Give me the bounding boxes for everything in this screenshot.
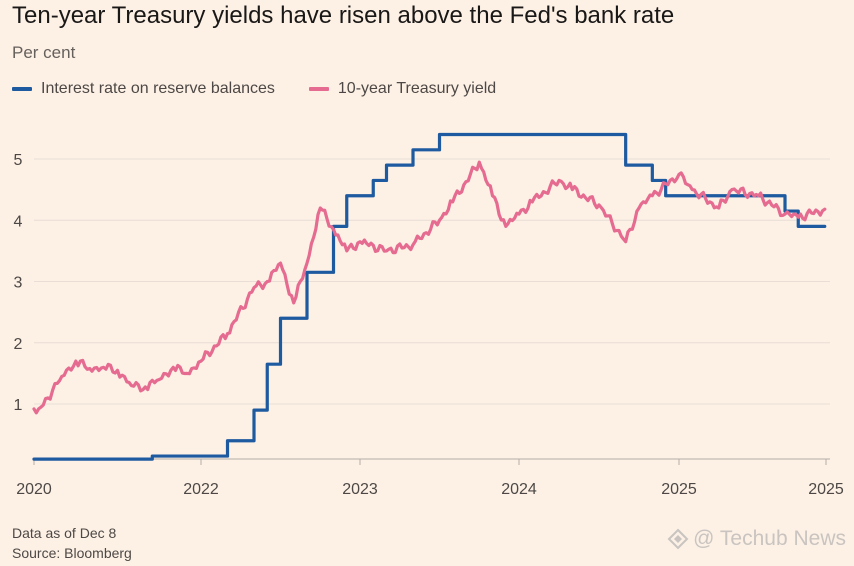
watermark: @ Techub News [667, 527, 846, 551]
legend: Interest rate on reserve balances 10-yea… [12, 80, 530, 98]
y-tick-label-3: 3 [14, 275, 23, 292]
legend-item-treasury-yield: 10-year Treasury yield [308, 80, 497, 98]
data-note: Data as of Dec 8 [12, 525, 117, 541]
source-note: Source: Bloomberg [12, 545, 132, 561]
legend-item-reserve-rate: Interest rate on reserve balances [12, 80, 275, 98]
x-tick-label-3: 2024 [501, 481, 537, 498]
legend-label-treasury-yield: 10-year Treasury yield [337, 80, 497, 97]
x-tick-label-0: 2020 [16, 481, 52, 498]
y-axis-unit: Per cent [12, 43, 76, 62]
watermark-text: @ Techub News [693, 527, 846, 550]
x-tick-label-1: 2022 [183, 481, 219, 498]
techub-logo-icon [667, 528, 689, 550]
legend-swatch-treasury-yield [308, 87, 329, 91]
y-tick-label-2: 2 [14, 336, 23, 353]
x-tick-label-2: 2023 [342, 481, 378, 498]
legend-label-reserve-rate: Interest rate on reserve balances [41, 80, 275, 97]
x-tick-label-4: 2025 [661, 481, 697, 498]
chart-title: Ten-year Treasury yields have risen abov… [12, 2, 675, 29]
legend-swatch-reserve-rate [12, 87, 32, 91]
x-tick-label-5: 2025 [808, 481, 844, 498]
y-tick-label-1: 1 [14, 397, 23, 414]
y-tick-label-5: 5 [14, 152, 23, 169]
series-line-reserve-rate [32, 132, 827, 461]
y-tick-label-4: 4 [14, 213, 23, 230]
series-line-treasury-yield [32, 160, 827, 415]
